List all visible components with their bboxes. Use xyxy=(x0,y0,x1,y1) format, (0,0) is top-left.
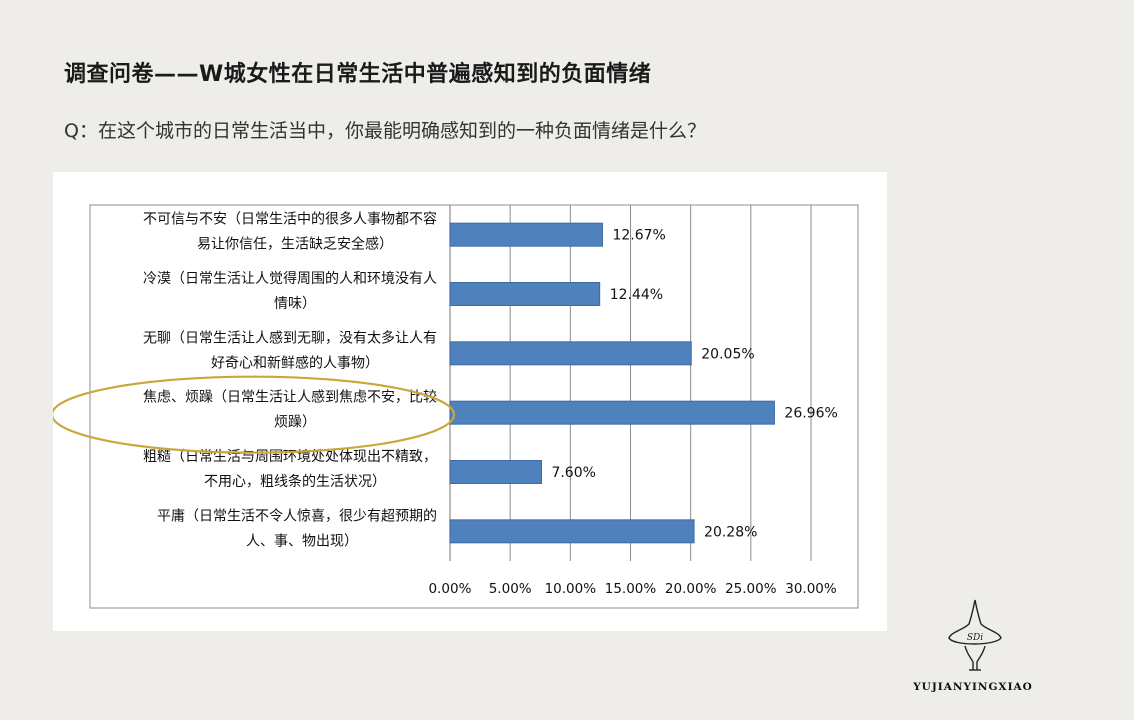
bar xyxy=(449,282,601,306)
x-tick-label: 30.00% xyxy=(785,581,837,597)
data-label: 12.44% xyxy=(610,287,663,303)
category-label: 烦躁） xyxy=(274,415,316,431)
category-label: 焦虑、烦躁（日常生活让人感到焦虑不安，比较 xyxy=(143,389,437,406)
category-label: 冷漠（日常生活让人觉得周围的人和环境没有人 xyxy=(143,270,437,287)
x-tick-label: 10.00% xyxy=(545,581,597,597)
data-label: 7.60% xyxy=(551,465,595,481)
x-tick-label: 25.00% xyxy=(725,581,777,597)
data-label: 26.96% xyxy=(784,406,837,422)
logo-mark-text: SDi xyxy=(967,633,983,643)
chart-panel: 0.00% 5.00% 10.00% 15.00% 20.00% 25.00% 30.00%… xyxy=(53,172,887,631)
data-label: 20.05% xyxy=(701,346,754,362)
category-label: 情味） xyxy=(274,296,316,312)
category-label: 不用心，粗线条的生活状况） xyxy=(204,473,386,490)
category-label: 好奇心和新鲜感的人事物） xyxy=(211,354,379,371)
x-tick-label: 15.00% xyxy=(605,581,657,597)
bar xyxy=(449,341,692,366)
data-label: 20.28% xyxy=(704,524,757,540)
bar xyxy=(449,400,775,425)
brand-logo-icon: SDi xyxy=(948,599,1002,671)
bar xyxy=(449,519,695,544)
logo-text: YUJIANYINGXIAO xyxy=(913,681,1033,693)
category-label: 平庸（日常生活不令人惊喜，很少有超预期的 xyxy=(157,507,437,524)
category-label: 无聊（日常生活让人感到无聊，没有太多让人有 xyxy=(143,329,437,346)
category-label: 不可信与不安（日常生活中的很多人事物都不容 xyxy=(143,211,437,228)
page-title: 调查问卷——W城女性在日常生活中普遍感知到的负面情绪 xyxy=(64,62,652,87)
bar xyxy=(449,460,542,484)
x-tick-label: 0.00% xyxy=(429,581,472,597)
data-label: 12.67% xyxy=(612,228,665,244)
chart-frame xyxy=(89,204,859,609)
bar xyxy=(449,222,603,247)
x-tick-label: 5.00% xyxy=(489,581,532,597)
category-label: 易让你信任，生活缺乏安全感） xyxy=(197,236,393,253)
survey-question: Q：在这个城市的日常生活当中，你最能明确感知到的一种负面情绪是什么？ xyxy=(64,120,706,142)
category-label: 人、事、物出现） xyxy=(246,533,358,549)
highlight-ellipse xyxy=(53,375,456,454)
x-tick-label: 20.00% xyxy=(665,581,717,597)
bar-chart: 0.00% 5.00% 10.00% 15.00% 20.00% 25.00% 30.00%… xyxy=(53,204,859,609)
